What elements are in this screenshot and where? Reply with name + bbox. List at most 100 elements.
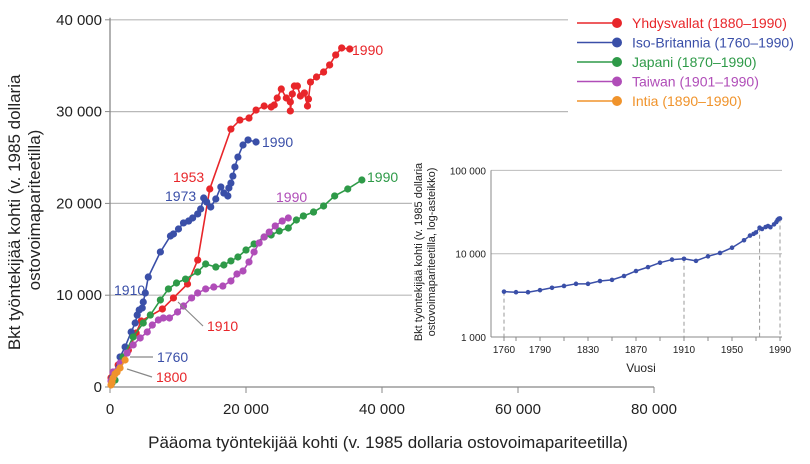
legend-label: Japani (1870–1990) (632, 54, 757, 70)
data-point (212, 195, 220, 203)
inset-data-point (741, 237, 747, 243)
annotation-label: 1990 (262, 134, 293, 150)
main-axes: 0 10 000 20 000 30 000 40 000 0 20 000 40 000 60… (56, 12, 677, 418)
data-point (141, 289, 149, 297)
legend-marker (612, 76, 622, 87)
inset-x-tick-label: 1950 (721, 345, 744, 356)
data-point (319, 202, 328, 210)
data-point (312, 73, 321, 81)
data-point (164, 285, 173, 293)
legend-marker (612, 96, 622, 106)
data-point (194, 268, 202, 276)
data-point (212, 263, 220, 271)
data-point (224, 192, 232, 200)
inset-x-tick-label: 1870 (625, 345, 648, 356)
y-axis-title-line: ostovoimapariteetilla) (25, 130, 44, 291)
data-point (303, 102, 312, 110)
data-point (239, 141, 247, 149)
data-point (338, 44, 346, 52)
legend-item: Japani (1870–1990) (577, 54, 757, 70)
data-point (116, 364, 124, 372)
data-point (286, 107, 294, 115)
inset-y-axis-title-line: Bkt työntekijää kohti (v. 1985 dollaria (413, 162, 425, 341)
data-point (245, 258, 253, 266)
data-point (260, 102, 268, 110)
data-point (139, 319, 147, 327)
legend-label: Yhdysvallat (1880–1990) (632, 15, 787, 31)
annotation-label: 1953 (173, 169, 204, 185)
inset-y-tick-label: 10 000 (455, 250, 486, 261)
inset-data-point (537, 287, 543, 293)
data-point (207, 203, 215, 211)
inset-data-point (753, 230, 759, 235)
data-point (159, 314, 167, 322)
inset-data-point (525, 289, 531, 295)
data-point (255, 239, 263, 247)
data-point (304, 95, 313, 103)
data-point (156, 296, 164, 304)
x-tick-label: 0 (106, 401, 114, 418)
data-point (284, 214, 292, 222)
data-point (288, 90, 296, 98)
data-point (139, 298, 147, 306)
inset-x-tick-label: 1990 (769, 345, 792, 356)
legend-marker (612, 57, 622, 67)
data-point (197, 205, 205, 213)
data-point (174, 225, 183, 233)
data-point (234, 153, 242, 161)
inset-data-point (585, 281, 591, 287)
x-axis-title: Pääoma työntekijää kohti (v. 1985 dollar… (148, 433, 628, 452)
legend-item: Yhdysvallat (1880–1990) (577, 15, 787, 31)
data-point (227, 277, 235, 285)
inset-data-point (729, 245, 735, 251)
data-point (275, 227, 283, 235)
data-point (144, 273, 152, 281)
data-point (123, 349, 131, 357)
data-point (270, 101, 278, 109)
data-point (309, 208, 318, 216)
y-tick-label: 0 (94, 379, 102, 396)
data-point (239, 267, 247, 275)
main-series (107, 44, 366, 389)
data-point (229, 172, 237, 180)
annotation-label: 1990 (367, 169, 398, 185)
annotation-label: 1990 (352, 42, 383, 58)
inset-data-point (513, 289, 519, 295)
data-point (219, 282, 227, 290)
data-point (136, 334, 144, 342)
data-point (158, 305, 166, 313)
annotation-arrow (177, 301, 204, 327)
series-4 (107, 356, 129, 389)
data-point (260, 233, 268, 241)
data-point (273, 94, 281, 102)
data-point (250, 248, 258, 256)
data-point (244, 136, 252, 144)
x-tick-label: 60 000 (495, 401, 541, 418)
inset-data-point (759, 226, 765, 232)
inset-x-tick-label: 1910 (673, 345, 696, 356)
inset-data-point (501, 289, 507, 294)
y-tick-label: 20 000 (56, 195, 102, 212)
inset-y-axis-title-line: ostovoimapariteetilla, log-asteikko) (426, 168, 438, 337)
inset-data-point (645, 264, 651, 270)
annotation-label: 1990 (276, 189, 307, 205)
y-tick-label: 10 000 (56, 287, 102, 304)
inset-x-tick-label: 1760 (493, 345, 516, 356)
data-point (231, 163, 239, 171)
series-1 (108, 136, 260, 382)
data-point (146, 311, 154, 319)
series-3 (107, 214, 292, 385)
legend-item: Iso-Britannia (1760–1990) (577, 35, 794, 51)
inset-data-point (561, 283, 567, 289)
inset-data-point (693, 258, 699, 264)
data-point (217, 183, 225, 191)
legend-label: Intia (1890–1990) (632, 93, 742, 109)
data-point (181, 275, 190, 283)
annotation-arrow (126, 368, 153, 378)
inset-data-point (597, 278, 603, 284)
data-point (242, 246, 250, 254)
series-2 (108, 176, 366, 387)
data-point (194, 289, 202, 297)
inset-data-point (669, 257, 675, 262)
inset-data-point (768, 224, 773, 230)
